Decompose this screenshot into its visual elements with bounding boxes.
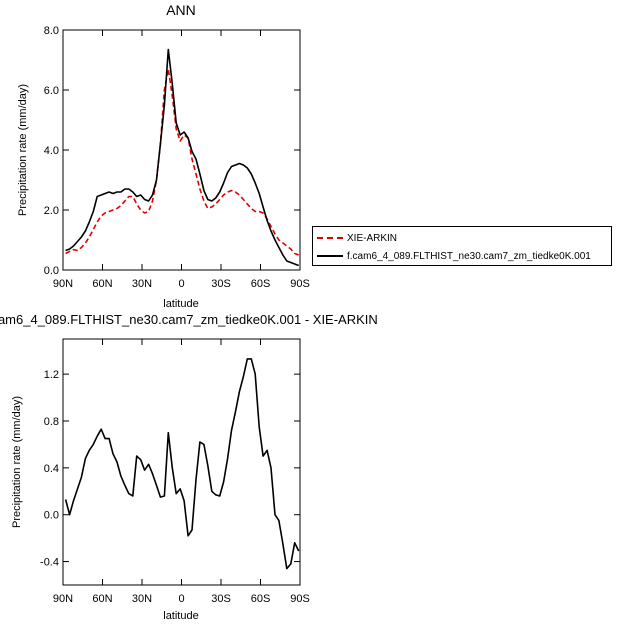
top-ytick-label: 8.0 <box>44 25 59 37</box>
top-panel: ANN 0.02.04.06.08.0 90N 60N 30N 0 30S 60S 90S … <box>17 2 310 310</box>
top-xtick-label: 60N <box>92 278 112 290</box>
bottom-series-line-0 <box>64 358 300 570</box>
bottom-plot-frame <box>62 338 301 586</box>
top-xtick-label: 30N <box>132 278 152 290</box>
top-xtick-label: 90N <box>53 278 73 290</box>
top-series-line-1 <box>65 48 299 267</box>
bottom-xtick-label: 30S <box>211 593 231 605</box>
top-ytick-label: 6.0 <box>44 85 59 97</box>
top-title: ANN <box>166 2 196 18</box>
legend: XIE-ARKIN f.cam6_4_089.FLTHIST_ne30.cam7… <box>312 226 612 266</box>
top-series-line-0 <box>65 68 299 256</box>
legend-label: f.cam6_4_089.FLTHIST_ne30.cam7_zm_tiedke… <box>347 250 591 262</box>
top-ylabel: Precipitation rate (mm/day) <box>17 84 29 216</box>
bottom-xtick-label: 60N <box>92 593 112 605</box>
bottom-xtick-label: 60S <box>251 593 271 605</box>
bottom-ytick-label: -0.4 <box>40 557 59 569</box>
bottom-xtick-label: 90S <box>290 593 310 605</box>
top-xlabel: latitude <box>163 298 198 310</box>
legend-swatch-dashed-red <box>317 237 343 239</box>
top-xtick-label: 90S <box>290 278 310 290</box>
top-xtick-label: 0 <box>178 278 184 290</box>
bottom-ytick-label: 1.2 <box>44 369 59 381</box>
bottom-ylabel: Precipitation rate (mm/day) <box>11 396 23 528</box>
bottom-ytick-label: 0.4 <box>44 463 59 475</box>
bottom-ytick-label: 0.0 <box>44 510 59 522</box>
legend-item-model: f.cam6_4_089.FLTHIST_ne30.cam7_zm_tiedke… <box>317 248 591 264</box>
legend-swatch-solid-black <box>317 255 343 257</box>
top-ytick-label: 0.0 <box>44 265 59 277</box>
top-xtick-label: 30S <box>211 278 231 290</box>
legend-label: XIE-ARKIN <box>347 232 398 244</box>
bottom-xtick-label: 30N <box>132 593 152 605</box>
top-ytick-label: 4.0 <box>44 145 59 157</box>
top-xtick-label: 60S <box>251 278 271 290</box>
top-ytick-label: 2.0 <box>44 205 59 217</box>
bottom-xtick-label: 0 <box>178 593 184 605</box>
bottom-panel: f.cam6_4_089.FLTHIST_ne30.cam7_zm_tiedke… <box>0 312 378 622</box>
bottom-xtick-label: 90N <box>53 593 73 605</box>
top-plot-frame <box>62 29 301 271</box>
bottom-ytick-label: 0.8 <box>44 416 59 428</box>
bottom-xlabel: latitude <box>163 610 198 622</box>
bottom-title: f.cam6_4_089.FLTHIST_ne30.cam7_zm_tiedke… <box>0 312 378 327</box>
legend-item-xie-arkin: XIE-ARKIN <box>317 230 397 246</box>
